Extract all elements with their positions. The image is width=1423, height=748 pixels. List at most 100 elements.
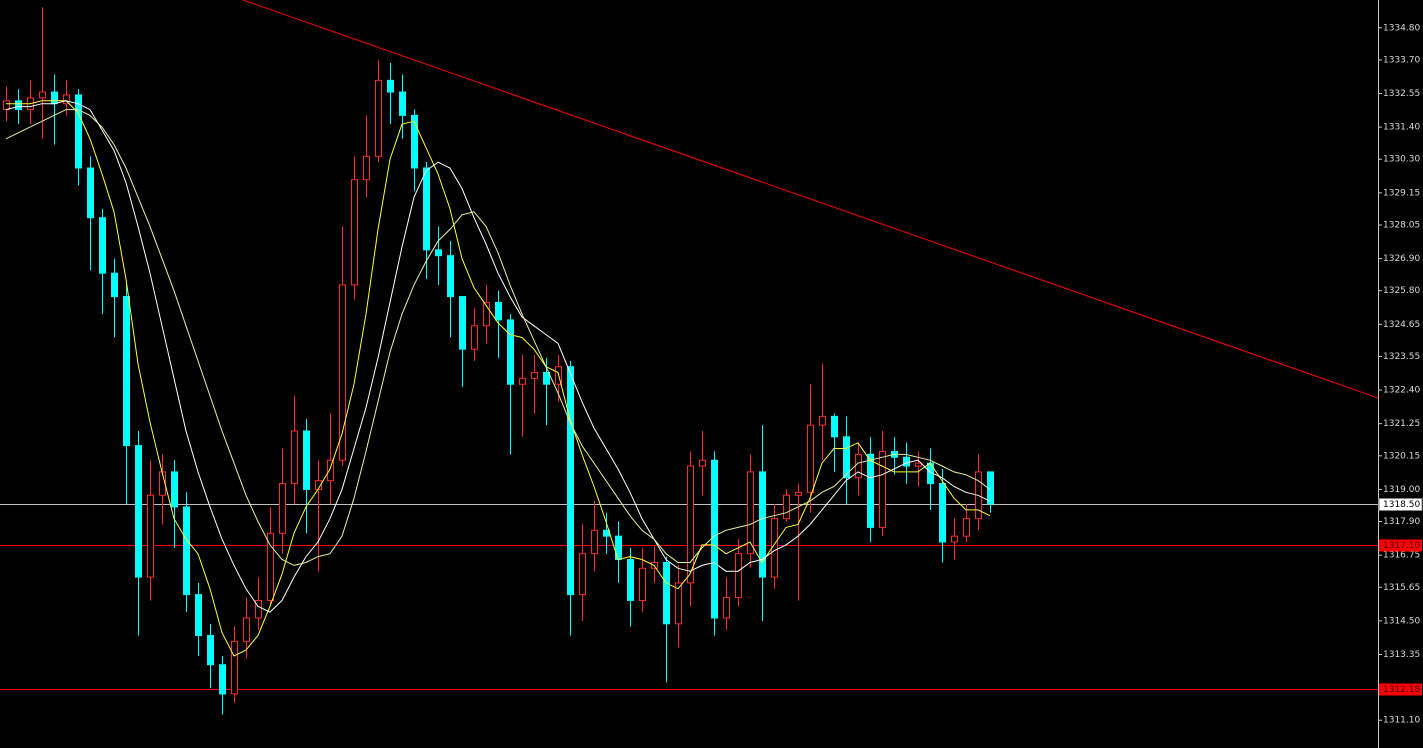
candle-body [579, 553, 586, 596]
candle-body [207, 635, 214, 666]
candle-body [15, 100, 22, 111]
y-tick-label: 1311.10 [1383, 716, 1420, 726]
candle-body [327, 459, 334, 482]
candle-body [183, 506, 190, 596]
y-tick-label: 1328.05 [1383, 220, 1420, 230]
candle-body [351, 179, 358, 286]
price-axis: 1334.80 1333.70 1332.55 1331.40 1330.30 1329.… [1378, 23, 1423, 726]
candle-body [51, 91, 58, 105]
trendline [242, 0, 1379, 399]
candle-body [255, 599, 262, 619]
candle-body [951, 535, 958, 543]
candle-body [483, 301, 490, 327]
candle-body [471, 325, 478, 350]
candle-body [699, 459, 706, 467]
candle-body [387, 79, 394, 93]
candle-body [855, 453, 862, 479]
candle-body [231, 640, 238, 695]
candle-body [867, 453, 874, 528]
y-tick-label: 1326.90 [1383, 254, 1420, 264]
candle-body [687, 465, 694, 584]
candle-body [447, 255, 454, 298]
candle-body [495, 301, 502, 321]
candle-body [339, 284, 346, 461]
candle-body [375, 79, 382, 157]
moving-average [5, 100, 991, 613]
candle-body [267, 532, 274, 601]
candle-body [879, 450, 886, 528]
candle-body [219, 664, 226, 695]
candle-body [99, 217, 106, 274]
y-tick-label: 1320.15 [1383, 451, 1420, 461]
moving-average [5, 109, 991, 566]
y-tick-label: 1330.30 [1383, 155, 1420, 165]
candle-body [279, 483, 286, 534]
candle-body [663, 561, 670, 625]
candle-body [459, 296, 466, 350]
price-label: 1317.10 [1383, 541, 1420, 551]
candle-body [111, 272, 118, 298]
candle-body [543, 372, 550, 385]
candle-body [87, 167, 94, 219]
candle-body [435, 249, 442, 257]
y-tick-label: 1323.55 [1383, 352, 1420, 362]
y-tick-label: 1329.15 [1383, 188, 1420, 198]
candle-body [747, 471, 754, 555]
y-tick-label: 1314.50 [1383, 616, 1420, 626]
y-tick-label: 1313.35 [1383, 650, 1420, 660]
candle-body [363, 155, 370, 181]
candle-body [195, 594, 202, 637]
candle-body [3, 100, 10, 111]
price-label-box [1378, 498, 1423, 511]
candle-body [783, 494, 790, 520]
candle-body [939, 483, 946, 543]
candle-body [63, 94, 70, 105]
y-tick-label: 1321.25 [1383, 419, 1420, 429]
candle-body [819, 415, 826, 426]
candle-body [759, 471, 766, 578]
candle-body [807, 424, 814, 493]
price-label-box [1379, 683, 1422, 696]
candle-body [303, 430, 310, 490]
y-tick-label: 1332.55 [1383, 89, 1420, 99]
candle-body [591, 529, 598, 555]
candle-body [915, 462, 922, 467]
candle-body [795, 491, 802, 496]
candle-body [411, 114, 418, 169]
candle-body [627, 559, 634, 601]
y-tick-label: 1324.65 [1383, 320, 1420, 330]
moving-average [6, 100, 991, 657]
candle-body [735, 553, 742, 599]
candle-body [423, 167, 430, 251]
candle-body [903, 456, 910, 467]
price-label-box [1379, 539, 1422, 552]
candle-body [399, 91, 406, 116]
candle-body [531, 372, 538, 379]
y-tick-label: 1325.80 [1383, 286, 1420, 296]
candle-body [507, 319, 514, 385]
candle-body [567, 366, 574, 596]
y-tick-label: 1317.90 [1383, 517, 1420, 527]
candle-body [639, 567, 646, 601]
candle-body [39, 91, 46, 99]
y-tick-label: 1334.80 [1383, 23, 1420, 33]
candle-body [171, 471, 178, 508]
y-tick-label: 1331.40 [1383, 123, 1420, 133]
plot-area [0, 0, 1379, 715]
candle-body [147, 494, 154, 578]
candle-body [291, 430, 298, 485]
price-label: 1318.50 [1383, 500, 1420, 510]
candle-body [831, 415, 838, 438]
candle-body [843, 436, 850, 479]
candle-body [135, 445, 142, 578]
y-tick-label: 1322.40 [1383, 386, 1420, 396]
price-label: 1312.18 [1383, 685, 1420, 695]
candle-body [711, 459, 718, 619]
y-tick-label: 1319.00 [1383, 485, 1420, 495]
candle-body [243, 617, 250, 642]
candle-body [963, 518, 970, 537]
candle-body [675, 582, 682, 625]
candle-body [75, 94, 82, 169]
y-tick-label: 1333.70 [1383, 55, 1420, 65]
